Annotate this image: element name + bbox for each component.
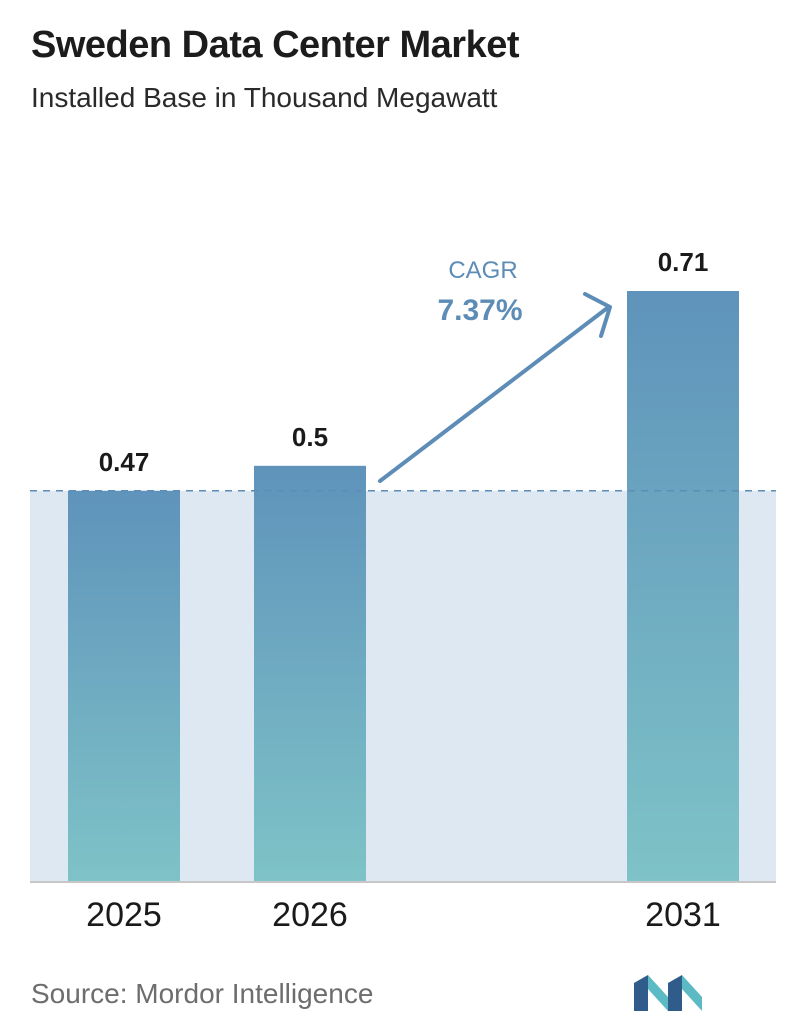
cagr-arrow-head [583, 292, 612, 338]
data-label-2025: 0.47 [99, 447, 150, 477]
bar-2025 [68, 490, 180, 882]
source-label: Source: Mordor Intelligence [31, 978, 374, 1009]
cagr-label: CAGR [448, 257, 517, 284]
x-tick-label-2025: 2025 [86, 896, 162, 934]
bar-chart: 0.47 0.5 0.71 2025 2026 2031 CAGR 7.37% [30, 247, 776, 934]
cagr-value: 7.37% [437, 294, 522, 327]
cagr-arrow-line [378, 307, 608, 483]
chart-title: Sweden Data Center Market [31, 24, 520, 66]
bar-2026 [254, 465, 366, 882]
data-label-2026: 0.5 [292, 422, 328, 452]
x-tick-label-2031: 2031 [645, 896, 721, 934]
chart-subtitle: Installed Base in Thousand Megawatt [31, 82, 498, 113]
x-tick-label-2026: 2026 [272, 896, 348, 934]
bar-2031 [627, 291, 739, 882]
data-label-2031: 0.71 [658, 247, 709, 277]
mordor-intelligence-logo [634, 975, 702, 1011]
